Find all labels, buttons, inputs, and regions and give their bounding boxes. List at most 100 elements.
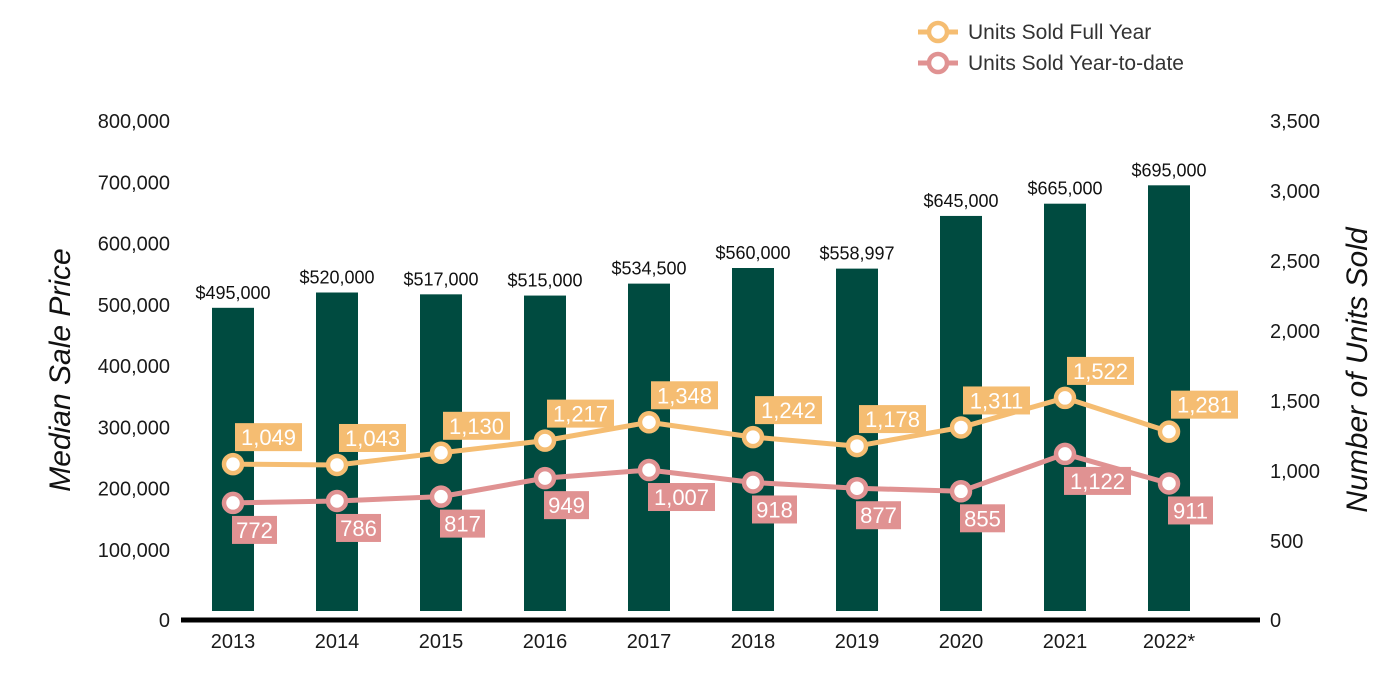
- point-label-box: [547, 399, 614, 428]
- series-point: [741, 425, 765, 449]
- series-point: [741, 471, 765, 494]
- x-tick-label: 2022*: [1143, 631, 1195, 653]
- series-point: [845, 434, 869, 458]
- point-label-box: [1067, 356, 1134, 385]
- series-point: [637, 411, 661, 434]
- point-value-label: 1,130: [449, 414, 504, 439]
- left-axis-title: Median Sale Price: [44, 248, 77, 491]
- x-tick-label: 2017: [627, 631, 672, 653]
- bar-value-label: $495,000: [195, 283, 270, 303]
- bar-value-label: $558,997: [819, 244, 894, 264]
- point-label-box: [752, 495, 797, 524]
- y2-tick-label: 2,500: [1270, 251, 1320, 273]
- bar-value-label: $534,500: [611, 259, 686, 279]
- x-tick-label: 2021: [1043, 631, 1088, 653]
- right-axis-title: Number of Units Sold: [1341, 226, 1374, 512]
- x-tick-label: 2019: [835, 631, 880, 653]
- point-label-box: [960, 504, 1005, 533]
- point-label-box: [648, 483, 715, 512]
- bar-value-label: $695,000: [1131, 160, 1206, 180]
- point-value-label: 1,281: [1177, 393, 1232, 418]
- point-value-label: 1,348: [657, 383, 712, 408]
- series-point: [325, 453, 349, 477]
- x-tick-label: 2015: [419, 631, 464, 653]
- point-value-label: 817: [444, 512, 481, 537]
- point-value-label: 918: [756, 497, 793, 522]
- x-tick-label: 2016: [523, 631, 568, 653]
- point-label-box: [1171, 390, 1238, 419]
- y2-tick-label: 0: [1270, 610, 1281, 632]
- series-point: [533, 466, 557, 490]
- bar-value-label: $645,000: [923, 191, 998, 211]
- x-axis-ticks: 2013 2014 2015 2016 2017 2018 2019 2020 2021 2022…: [211, 631, 1196, 653]
- y2-tick-label: 1,500: [1270, 391, 1320, 413]
- point-value-label: 1,043: [345, 426, 400, 451]
- legend-label: Units Sold Full Year: [968, 21, 1151, 44]
- point-value-label: 1,049: [241, 425, 296, 450]
- series-point: [1053, 386, 1077, 410]
- point-label-box: [232, 515, 277, 544]
- legend-label: Units Sold Year-to-date: [968, 52, 1184, 75]
- y-tick-label: 0: [159, 610, 170, 632]
- series-point: [637, 458, 661, 482]
- y-tick-label: 700,000: [98, 172, 170, 194]
- y2-tick-label: 1,000: [1270, 461, 1320, 483]
- point-value-label: 786: [340, 516, 377, 541]
- x-tick-label: 2018: [731, 631, 776, 653]
- point-label-box: [339, 423, 406, 452]
- series-point: [1053, 442, 1077, 466]
- y-tick-label: 800,000: [98, 111, 170, 133]
- point-label-box: [235, 423, 302, 452]
- series-line: [232, 451, 1170, 506]
- point-label-box: [443, 411, 510, 440]
- left-axis-ticks: 0 100,000 200,000 300,000 400,000 500,000 600,…: [98, 111, 170, 632]
- series-point: [429, 485, 453, 508]
- legend-marker: [926, 51, 950, 75]
- bar-value-label: $560,000: [715, 243, 790, 263]
- bar-value-label: $517,000: [403, 269, 478, 289]
- legend-marker: [926, 20, 950, 44]
- point-value-label: 1,122: [1070, 469, 1125, 494]
- series-point: [221, 452, 245, 476]
- series-point: [429, 441, 453, 465]
- series-point: [949, 416, 973, 439]
- point-label-box: [440, 509, 485, 538]
- point-value-label: 911: [1173, 498, 1208, 523]
- lines: 1,049 1,043 1,130 1,217 1,348 1,242 1,178 1,311…: [221, 356, 1238, 544]
- y-tick-label: 100,000: [98, 540, 170, 562]
- point-label-box: [1168, 496, 1213, 525]
- y2-tick-label: 3,500: [1270, 111, 1320, 133]
- series-point: [845, 476, 869, 500]
- y-tick-label: 200,000: [98, 479, 170, 501]
- point-value-label: 877: [860, 503, 897, 528]
- point-label-box: [859, 405, 926, 434]
- x-tick-label: 2013: [211, 631, 256, 653]
- point-value-label: 772: [236, 518, 273, 543]
- bar: [524, 295, 566, 611]
- series-point: [1157, 472, 1181, 495]
- point-label-box: [651, 381, 718, 410]
- bar-value-label: $520,000: [299, 268, 374, 288]
- bar-value-label: $665,000: [1027, 179, 1102, 199]
- y-tick-label: 500,000: [98, 295, 170, 317]
- point-label-box: [336, 513, 381, 542]
- point-value-label: 1,311: [970, 388, 1023, 413]
- y2-tick-label: 2,000: [1270, 321, 1320, 343]
- point-label-box: [544, 491, 589, 520]
- x-tick-label: 2014: [315, 631, 360, 653]
- y2-tick-label: 500: [1270, 531, 1303, 553]
- legend: Units Sold Full Year Units Sold Year-to-d…: [918, 20, 1184, 75]
- point-label-box: [1064, 466, 1131, 495]
- point-value-label: 949: [548, 493, 585, 518]
- series-point: [949, 480, 973, 503]
- point-value-label: 1,178: [865, 407, 920, 432]
- point-value-label: 1,217: [553, 402, 608, 427]
- series-point: [533, 429, 557, 452]
- point-label-box: [963, 386, 1030, 415]
- point-value-label: 1,242: [761, 398, 816, 423]
- y2-tick-label: 3,000: [1270, 181, 1320, 203]
- point-value-label: 1,522: [1073, 359, 1128, 384]
- point-value-label: 855: [964, 506, 1001, 531]
- right-axis-ticks: 0 500 1,000 1,500 2,000 2,500 3,000 3,500: [1270, 111, 1320, 632]
